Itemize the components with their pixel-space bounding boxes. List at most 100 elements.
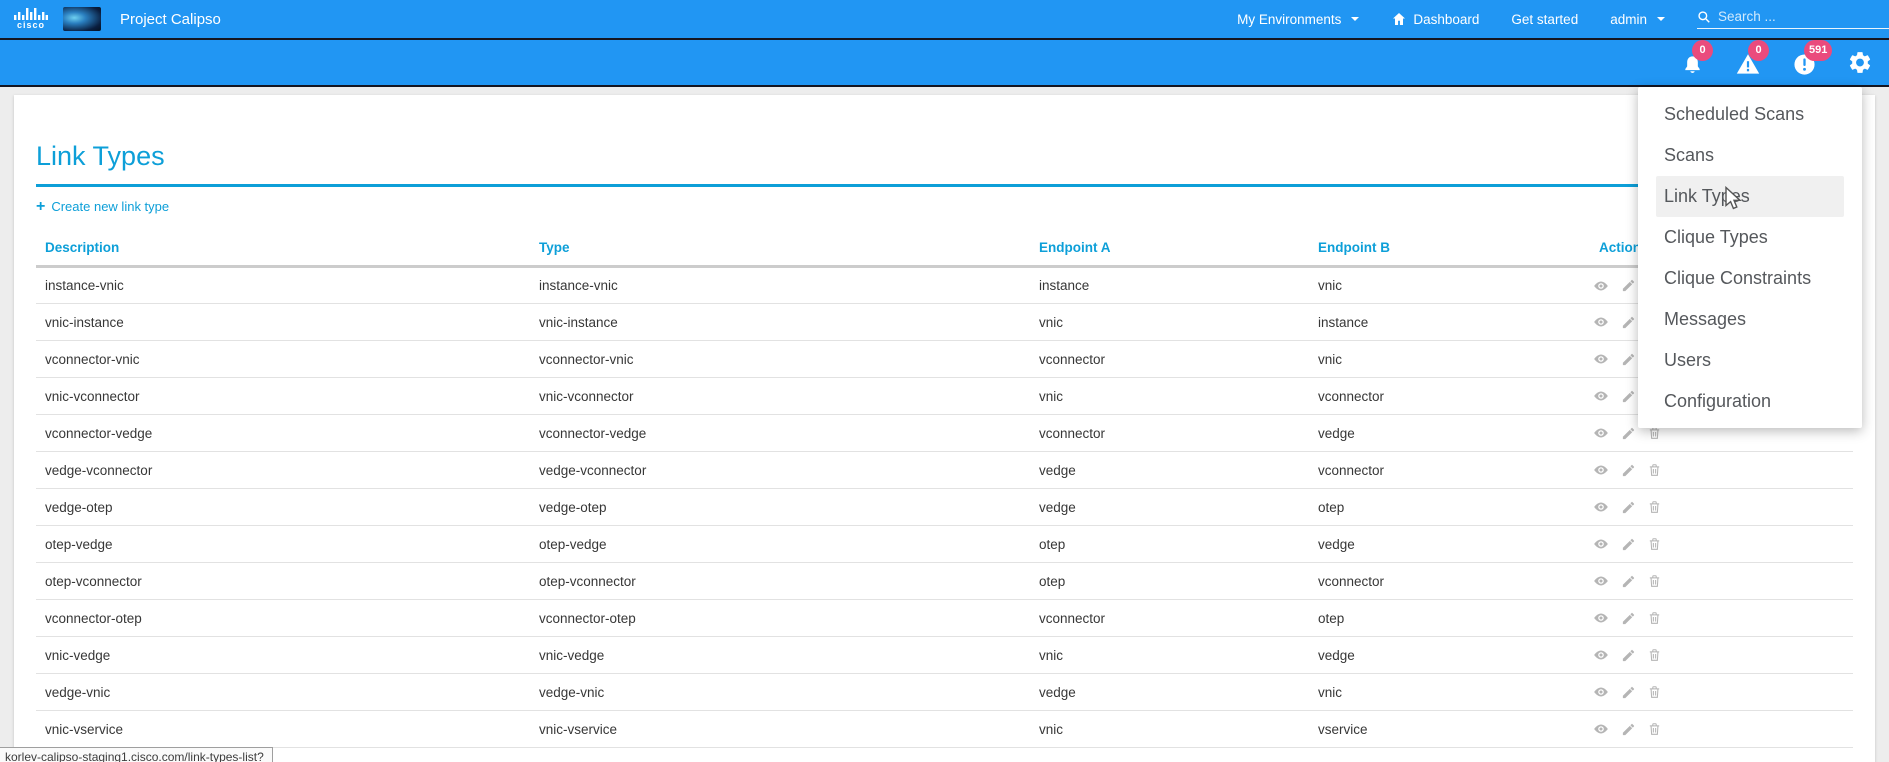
delete-trash-icon[interactable]	[1647, 462, 1662, 478]
delete-trash-icon[interactable]	[1647, 499, 1662, 515]
search-box[interactable]	[1697, 9, 1889, 29]
cisco-logo: cisco	[14, 8, 48, 30]
view-eye-icon[interactable]	[1592, 536, 1610, 552]
cell-endpoint-a: vconnector	[1030, 340, 1309, 378]
cell-type: vedge-vconnector	[530, 451, 1030, 489]
edit-pencil-icon[interactable]	[1621, 352, 1636, 367]
my-environments-menu[interactable]: My Environments	[1237, 12, 1360, 27]
create-new-link-type-button[interactable]: + Create new link type	[36, 199, 169, 215]
cell-endpoint-a: vconnector	[1030, 414, 1309, 452]
edit-pencil-icon[interactable]	[1621, 315, 1636, 330]
header-description[interactable]: Description	[36, 228, 530, 268]
chevron-down-icon	[1351, 17, 1360, 21]
cell-description: vedge-vconnector	[36, 451, 530, 489]
cell-endpoint-b: vnic	[1309, 340, 1590, 378]
edit-pencil-icon[interactable]	[1621, 389, 1636, 404]
view-eye-icon[interactable]	[1592, 721, 1610, 737]
cell-endpoint-a: vnic	[1030, 636, 1309, 674]
delete-trash-icon[interactable]	[1647, 536, 1662, 552]
get-started-link[interactable]: Get started	[1511, 12, 1578, 27]
app-title: Project Calipso	[120, 10, 221, 28]
content-card: Link Types + Create new link type Descri…	[14, 95, 1875, 762]
view-eye-icon[interactable]	[1592, 684, 1610, 700]
settings-menu-item[interactable]: Scheduled Scans	[1664, 104, 1805, 124]
table-row: vnic-vservice vnic-vservice vnic vservic…	[36, 710, 1853, 748]
view-eye-icon[interactable]	[1592, 314, 1610, 330]
cell-endpoint-b: vnic	[1309, 266, 1590, 304]
edit-pencil-icon[interactable]	[1621, 463, 1636, 478]
delete-trash-icon[interactable]	[1647, 684, 1662, 700]
header-type[interactable]: Type	[530, 228, 1030, 268]
bell-badge: 0	[1692, 39, 1713, 61]
edit-pencil-icon[interactable]	[1621, 278, 1636, 293]
delete-trash-icon[interactable]	[1647, 647, 1662, 663]
header-endpoint-b[interactable]: Endpoint B	[1309, 228, 1590, 268]
cell-type: instance-vnic	[530, 266, 1030, 304]
view-eye-icon[interactable]	[1592, 647, 1610, 663]
errors-button[interactable]: 591	[1791, 39, 1833, 76]
settings-menu-item[interactable]: Link Types	[1656, 176, 1844, 217]
search-icon	[1698, 10, 1710, 23]
table-row: vconnector-vnic vconnector-vnic vconnect…	[36, 340, 1853, 378]
delete-trash-icon[interactable]	[1647, 721, 1662, 737]
view-eye-icon[interactable]	[1592, 425, 1610, 441]
settings-menu-item[interactable]: Messages	[1664, 309, 1747, 329]
settings-menu-item[interactable]: Clique Constraints	[1664, 268, 1812, 288]
settings-menu-item[interactable]: Scans	[1664, 145, 1715, 165]
cell-type: vnic-vconnector	[530, 377, 1030, 415]
cell-type: vedge-vnic	[530, 673, 1030, 711]
cell-endpoint-a: vedge	[1030, 451, 1309, 489]
warning-triangle-icon	[1736, 53, 1760, 74]
view-eye-icon[interactable]	[1592, 388, 1610, 404]
user-menu[interactable]: admin	[1610, 12, 1665, 27]
table-row: vedge-otep vedge-otep vedge otep	[36, 488, 1853, 526]
dashboard-link[interactable]: Dashboard	[1391, 11, 1479, 27]
cell-type: vconnector-vnic	[530, 340, 1030, 378]
table-row: instance-vnic instance-vnic instance vni…	[36, 266, 1853, 304]
edit-pencil-icon[interactable]	[1621, 722, 1636, 737]
table-row: vnic-instance vnic-instance vnic instanc…	[36, 303, 1853, 341]
edit-pencil-icon[interactable]	[1621, 426, 1636, 441]
error-badge: 591	[1804, 39, 1833, 61]
view-eye-icon[interactable]	[1592, 462, 1610, 478]
edit-pencil-icon[interactable]	[1621, 648, 1636, 663]
cell-description: vconnector-vnic	[36, 340, 530, 378]
status-url: korlev-calipso-staging1.cisco.com/link-t…	[5, 750, 264, 762]
cell-description: otep-vconnector	[36, 562, 530, 600]
edit-pencil-icon[interactable]	[1621, 685, 1636, 700]
search-input[interactable]	[1718, 9, 1868, 24]
settings-menu-item[interactable]: Configuration	[1664, 391, 1772, 411]
cell-endpoint-b: vedge	[1309, 525, 1590, 563]
cell-type: vedge-otep	[530, 488, 1030, 526]
settings-gear-button[interactable]	[1847, 50, 1873, 76]
delete-trash-icon[interactable]	[1647, 610, 1662, 626]
cell-type: vconnector-vedge	[530, 414, 1030, 452]
notifications-bell-button[interactable]: 0	[1679, 39, 1713, 76]
table-row: vedge-vconnector vedge-vconnector vedge …	[36, 451, 1853, 489]
notification-bar: 0 0 591	[0, 39, 1889, 85]
view-eye-icon[interactable]	[1592, 499, 1610, 515]
edit-pencil-icon[interactable]	[1621, 611, 1636, 626]
edit-pencil-icon[interactable]	[1621, 574, 1636, 589]
view-eye-icon[interactable]	[1592, 573, 1610, 589]
header-endpoint-a[interactable]: Endpoint A	[1030, 228, 1309, 268]
edit-pencil-icon[interactable]	[1621, 500, 1636, 515]
edit-pencil-icon[interactable]	[1621, 537, 1636, 552]
cell-endpoint-b: otep	[1309, 488, 1590, 526]
cell-type: vnic-instance	[530, 303, 1030, 341]
view-eye-icon[interactable]	[1592, 351, 1610, 367]
project-thumbnail-image	[63, 7, 101, 31]
cell-description: vnic-vconnector	[36, 377, 530, 415]
cell-description: vedge-vnic	[36, 673, 530, 711]
delete-trash-icon[interactable]	[1647, 573, 1662, 589]
warnings-button[interactable]: 0	[1735, 39, 1769, 76]
view-eye-icon[interactable]	[1592, 610, 1610, 626]
view-eye-icon[interactable]	[1592, 278, 1610, 294]
settings-menu-item[interactable]: Clique Types	[1664, 227, 1768, 247]
cell-endpoint-a: vnic	[1030, 710, 1309, 748]
cell-description: otep-vedge	[36, 525, 530, 563]
home-icon	[1393, 13, 1406, 25]
cell-endpoint-a: vnic	[1030, 303, 1309, 341]
user-label: admin	[1610, 11, 1647, 27]
settings-menu-item[interactable]: Users	[1664, 350, 1712, 370]
